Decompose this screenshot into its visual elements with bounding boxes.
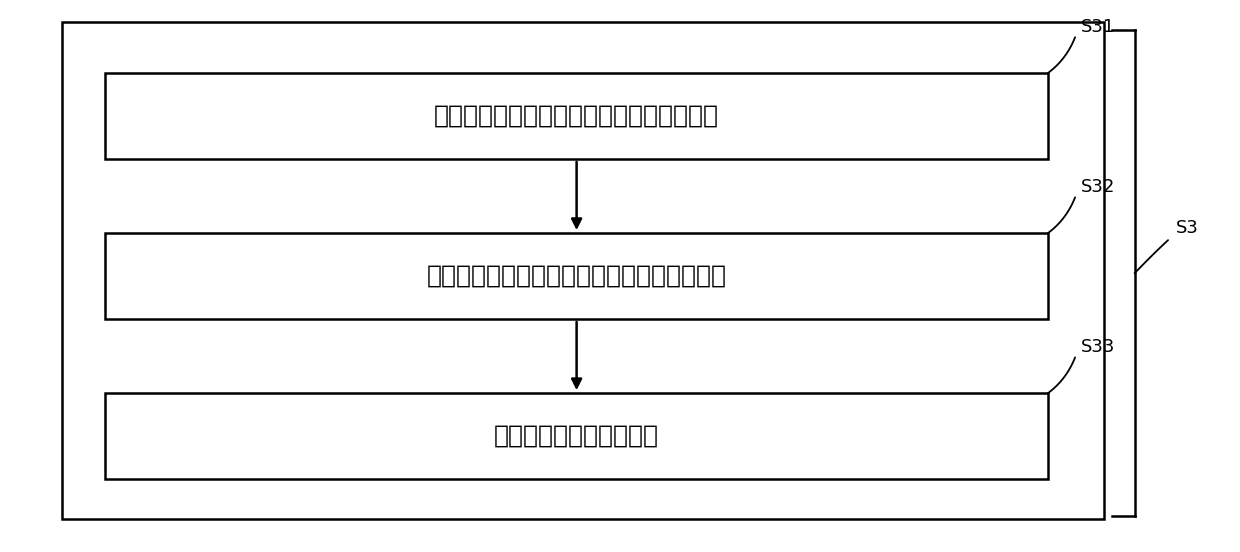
- Text: S31: S31: [1081, 18, 1116, 36]
- Bar: [105, 233, 1048, 319]
- Bar: [105, 393, 1048, 479]
- Text: 根据中转点确定中转位置: 根据中转点确定中转位置: [494, 424, 660, 448]
- Text: 确定到第一连线的距离最短的边界点为中转点: 确定到第一连线的距离最短的边界点为中转点: [427, 264, 727, 288]
- Text: S3: S3: [1176, 219, 1198, 237]
- Text: 确定障碍物在水平宽度方向上的两个边界点: 确定障碍物在水平宽度方向上的两个边界点: [434, 104, 719, 128]
- Text: S33: S33: [1081, 338, 1116, 357]
- Bar: [105, 73, 1048, 159]
- Text: S32: S32: [1081, 178, 1116, 196]
- Bar: [62, 22, 1104, 519]
